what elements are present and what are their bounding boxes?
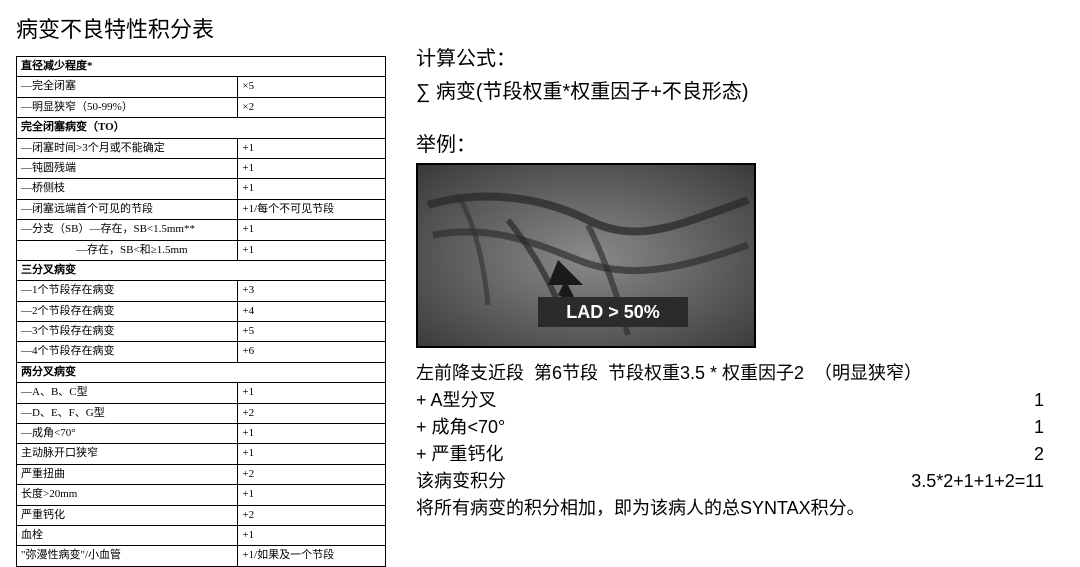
calc-line: + A型分叉 1 — [416, 387, 1064, 414]
page-container: 病变不良特性积分表 直径减少程度*—完全闭塞×5—明显狭窄（50-99%）×2完… — [0, 0, 1080, 533]
table-row: 严重钙化+2 — [17, 505, 386, 525]
table-row: 完全闭塞病变（TO） — [17, 118, 386, 138]
table-row: 血栓+1 — [17, 525, 386, 545]
calc-line-right: 2 — [1034, 441, 1064, 468]
table-value-cell: +1 — [238, 240, 386, 260]
table-value-cell: +2 — [238, 403, 386, 423]
table-value-cell: +6 — [238, 342, 386, 362]
table-value-cell: ×2 — [238, 97, 386, 117]
table-row: —桥侧枝+1 — [17, 179, 386, 199]
calc-line: 将所有病变的积分相加，即为该病人的总SYNTAX积分。 — [416, 495, 1064, 522]
table-label-cell: —3个节段存在病变 — [17, 322, 238, 342]
table-label-cell: "弥漫性病变"/小血管 — [17, 546, 238, 566]
table-label-cell: 严重扭曲 — [17, 464, 238, 484]
table-label-cell: —成角<70° — [17, 424, 238, 444]
table-label-cell: —A、B、C型 — [17, 383, 238, 403]
table-header-cell: 直径减少程度* — [17, 57, 386, 77]
table-value-cell: +1/如果及一个节段 — [238, 546, 386, 566]
left-column: 病变不良特性积分表 直径减少程度*—完全闭塞×5—明显狭窄（50-99%）×2完… — [16, 12, 386, 525]
table-label-cell: —1个节段存在病变 — [17, 281, 238, 301]
table-label-cell: 血栓 — [17, 525, 238, 545]
table-value-cell: +2 — [238, 505, 386, 525]
table-value-cell: +1 — [238, 220, 386, 240]
table-value-cell: +4 — [238, 301, 386, 321]
table-row: —闭塞时间>3个月或不能确定+1 — [17, 138, 386, 158]
table-value-cell: +1 — [238, 158, 386, 178]
table-label-cell: 严重钙化 — [17, 505, 238, 525]
table-row: —存在，SB<和≥1.5mm+1 — [17, 240, 386, 260]
calc-line-right: 1 — [1034, 414, 1064, 441]
table-label-cell: 长度>20mm — [17, 485, 238, 505]
table-row: —2个节段存在病变+4 — [17, 301, 386, 321]
table-label-cell: —桥侧枝 — [17, 179, 238, 199]
table-value-cell: +1 — [238, 485, 386, 505]
table-row: —完全闭塞×5 — [17, 77, 386, 97]
table-label-cell: —钝圆残端 — [17, 158, 238, 178]
table-label-cell: —闭塞时间>3个月或不能确定 — [17, 138, 238, 158]
table-value-cell: +1 — [238, 383, 386, 403]
table-row: —明显狭窄（50-99%）×2 — [17, 97, 386, 117]
table-value-cell: +1 — [238, 525, 386, 545]
example-title: 举例： — [416, 128, 1064, 157]
calc-line-left: 将所有病变的积分相加，即为该病人的总SYNTAX积分。 — [416, 495, 865, 522]
table-row: 两分叉病变 — [17, 362, 386, 382]
table-row: "弥漫性病变"/小血管+1/如果及一个节段 — [17, 546, 386, 566]
table-row: —闭塞远端首个可见的节段+1/每个不可见节段 — [17, 199, 386, 219]
table-header-cell: 完全闭塞病变（TO） — [17, 118, 386, 138]
table-row: 严重扭曲+2 — [17, 464, 386, 484]
table-row: —3个节段存在病变+5 — [17, 322, 386, 342]
table-row: 直径减少程度* — [17, 57, 386, 77]
calc-line-left: 该病变积分 — [416, 468, 506, 495]
calc-line: + 严重钙化 2 — [416, 441, 1064, 468]
calc-line-left: 左前降支近段 第6节段 节段权重3.5 * 权重因子2 （明显狭窄） — [416, 360, 922, 387]
angiogram-image: LAD > 50% — [416, 163, 756, 348]
right-column: 计算公式： ∑ 病变(节段权重*权重因子+不良形态) 举例： — [386, 12, 1064, 525]
table-value-cell: +1 — [238, 444, 386, 464]
table-row: —成角<70°+1 — [17, 424, 386, 444]
table-value-cell: +1 — [238, 179, 386, 199]
table-label-cell: —存在，SB<和≥1.5mm — [17, 240, 238, 260]
formula-text: ∑ 病变(节段权重*权重因子+不良形态) — [416, 75, 1064, 104]
table-row: —D、E、F、G型+2 — [17, 403, 386, 423]
calc-line-left: + A型分叉 — [416, 387, 497, 414]
calc-line-left: + 成角<70° — [416, 414, 505, 441]
calc-line-right: 1 — [1034, 387, 1064, 414]
table-value-cell: +3 — [238, 281, 386, 301]
table-row: 主动脉开口狭窄+1 — [17, 444, 386, 464]
calc-line: 左前降支近段 第6节段 节段权重3.5 * 权重因子2 （明显狭窄） — [416, 360, 1064, 387]
calculation-block: 左前降支近段 第6节段 节段权重3.5 * 权重因子2 （明显狭窄）+ A型分叉… — [416, 360, 1064, 522]
angiogram-label: LAD > 50% — [566, 302, 660, 322]
table-value-cell: +1 — [238, 424, 386, 444]
table-value-cell: +1/每个不可见节段 — [238, 199, 386, 219]
calc-line-left: + 严重钙化 — [416, 441, 504, 468]
score-table: 直径减少程度*—完全闭塞×5—明显狭窄（50-99%）×2完全闭塞病变（TO）—… — [16, 56, 386, 567]
table-value-cell: +1 — [238, 138, 386, 158]
table-label-cell: 主动脉开口狭窄 — [17, 444, 238, 464]
table-row: 三分叉病变 — [17, 260, 386, 280]
table-row: —分支（SB）—存在，SB<1.5mm**+1 — [17, 220, 386, 240]
table-value-cell: +2 — [238, 464, 386, 484]
table-row: —A、B、C型+1 — [17, 383, 386, 403]
table-row: —1个节段存在病变+3 — [17, 281, 386, 301]
table-row: —钝圆残端+1 — [17, 158, 386, 178]
formula-title: 计算公式： — [416, 42, 1064, 71]
table-header-cell: 三分叉病变 — [17, 260, 386, 280]
calc-line-right: 3.5*2+1+1+2=11 — [911, 468, 1064, 495]
table-label-cell: —明显狭窄（50-99%） — [17, 97, 238, 117]
table-label-cell: —2个节段存在病变 — [17, 301, 238, 321]
table-value-cell: ×5 — [238, 77, 386, 97]
table-label-cell: —完全闭塞 — [17, 77, 238, 97]
table-value-cell: +5 — [238, 322, 386, 342]
page-title: 病变不良特性积分表 — [16, 12, 386, 44]
table-label-cell: —闭塞远端首个可见的节段 — [17, 199, 238, 219]
table-header-cell: 两分叉病变 — [17, 362, 386, 382]
calc-line: 该病变积分 3.5*2+1+1+2=11 — [416, 468, 1064, 495]
calc-line: + 成角<70° 1 — [416, 414, 1064, 441]
table-row: —4个节段存在病变+6 — [17, 342, 386, 362]
table-label-cell: —分支（SB）—存在，SB<1.5mm** — [17, 220, 238, 240]
angiogram-svg: LAD > 50% — [418, 165, 756, 348]
table-row: 长度>20mm+1 — [17, 485, 386, 505]
table-label-cell: —D、E、F、G型 — [17, 403, 238, 423]
table-label-cell: —4个节段存在病变 — [17, 342, 238, 362]
